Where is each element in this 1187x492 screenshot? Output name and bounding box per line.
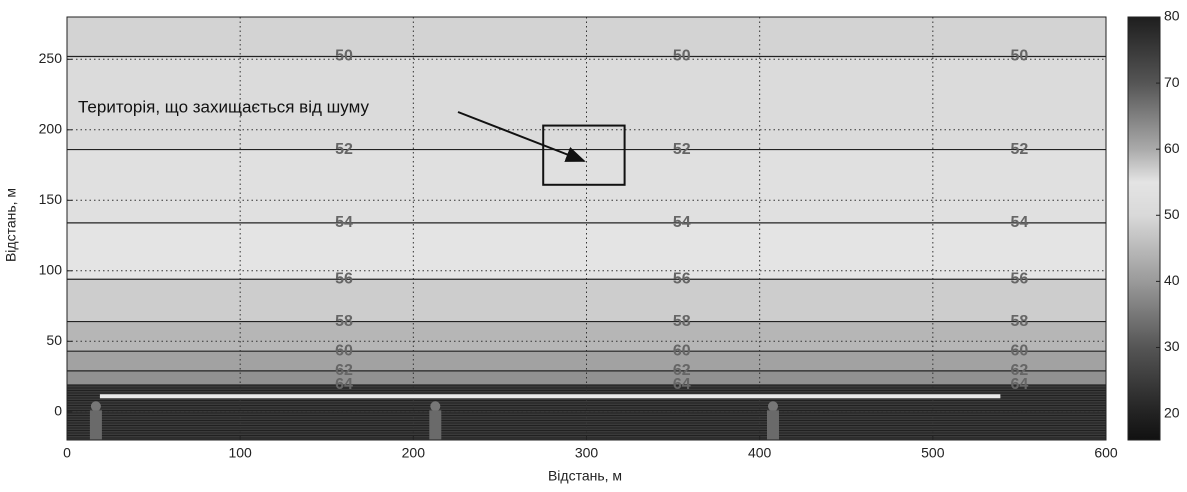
colorbar — [1127, 16, 1161, 441]
contour-label: 56 — [673, 270, 691, 287]
contour-label: 54 — [1011, 214, 1029, 231]
x-tick-label: 300 — [575, 445, 599, 461]
contour-label: 60 — [1011, 342, 1029, 359]
x-tick-label: 500 — [921, 445, 945, 461]
contour-label: 58 — [1011, 313, 1029, 330]
x-tick-label: 400 — [748, 445, 772, 461]
source-icon — [766, 410, 779, 441]
x-axis-title: Відстань, м — [548, 468, 622, 484]
y-tick-label: 100 — [39, 262, 63, 278]
contour-label: 56 — [335, 270, 353, 287]
source-icon — [767, 401, 778, 412]
contour-label: 54 — [335, 214, 353, 231]
colorbar-tick-label: 50 — [1164, 206, 1180, 222]
contour-label: 64 — [1011, 376, 1029, 393]
y-tick-label: 0 — [54, 403, 62, 419]
contour-label: 52 — [335, 141, 353, 158]
colorbar-tick-label: 20 — [1164, 404, 1180, 420]
colorbar-tick-label: 70 — [1164, 74, 1180, 90]
contour-label: 62 — [335, 362, 353, 379]
annotation: Територія, що захищається від шуму — [78, 97, 369, 116]
y-axis-title: Відстань, м — [3, 188, 19, 262]
contour-label: 56 — [1011, 270, 1029, 287]
colorbar-tick-label: 40 — [1164, 272, 1180, 288]
source-icon — [89, 410, 102, 441]
y-tick-label: 200 — [39, 121, 63, 137]
contour-label: 58 — [335, 313, 353, 330]
x-tick-label: 200 — [402, 445, 426, 461]
band — [67, 351, 1106, 371]
x-tick-label: 100 — [228, 445, 252, 461]
contour-label: 50 — [1011, 48, 1029, 65]
contour-label: 62 — [673, 362, 691, 379]
x-tick-label: 600 — [1094, 445, 1118, 461]
contour-label: 52 — [673, 141, 691, 158]
contour-label: 64 — [673, 376, 691, 393]
contour-label: 60 — [673, 342, 691, 359]
contour-label: 54 — [673, 214, 691, 231]
y-tick-label: 150 — [39, 191, 63, 207]
contour-label: 62 — [1011, 362, 1029, 379]
colorbar-tick-label: 80 — [1164, 8, 1180, 24]
source-icon — [90, 401, 101, 412]
contour-label: 58 — [673, 313, 691, 330]
colorbar-tick-label: 60 — [1164, 140, 1180, 156]
contour-label: 64 — [335, 376, 353, 393]
x-tick-label: 0 — [63, 445, 71, 461]
contour-label: 50 — [673, 48, 691, 65]
colorbar-tick-label: 30 — [1164, 338, 1180, 354]
y-tick-label: 50 — [46, 332, 62, 348]
annotation-arrow — [457, 111, 586, 162]
protected-area — [542, 124, 626, 186]
contour-label: 52 — [1011, 141, 1029, 158]
source-icon — [430, 401, 441, 412]
contour-label: 50 — [335, 48, 353, 65]
y-tick-label: 250 — [39, 50, 63, 66]
contour-label: 60 — [335, 342, 353, 359]
source-icon — [429, 410, 442, 441]
